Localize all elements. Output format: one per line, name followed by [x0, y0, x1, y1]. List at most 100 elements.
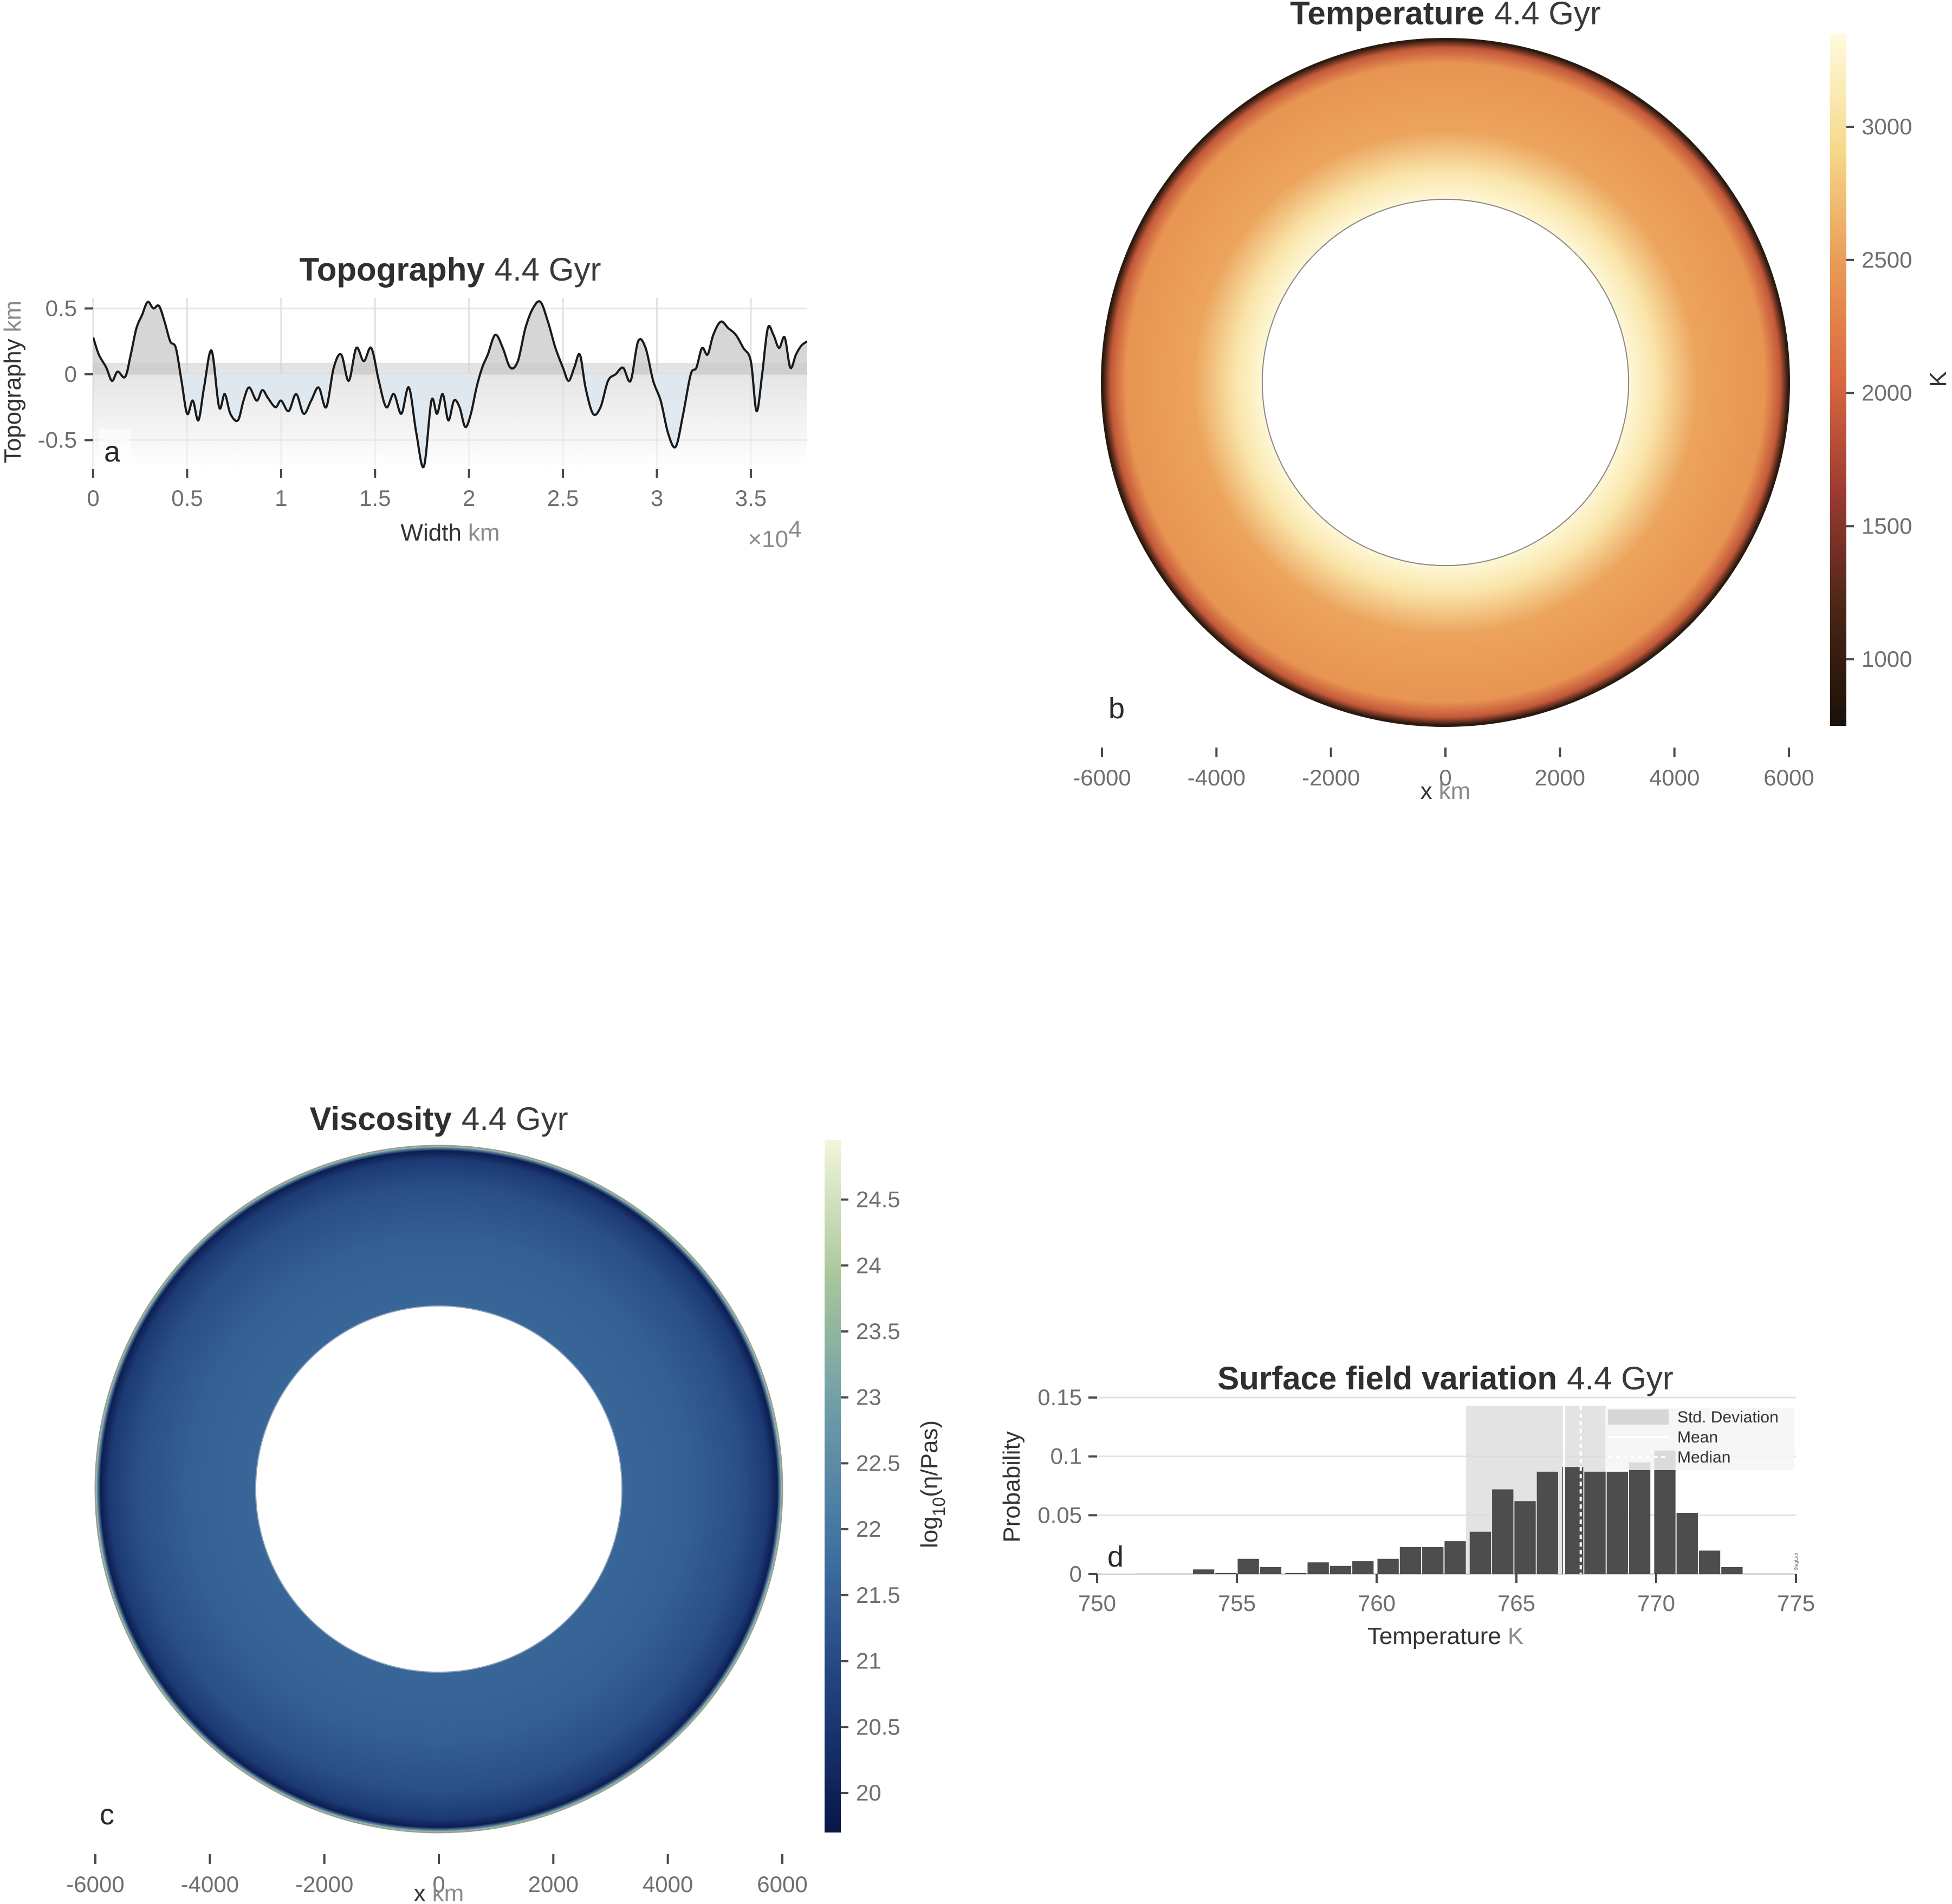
topography-negative-fill [93, 374, 807, 467]
legend-label-mean: Mean [1677, 1428, 1718, 1446]
panel-a-x-tick-label: 1.5 [359, 485, 391, 511]
panel-d-x-tick-label: 755 [1218, 1590, 1256, 1616]
legend-label-median: Median [1677, 1448, 1730, 1466]
panel-a-topography: Topography 4.4 Gyr 0 0.5 1 1.5 2 2.5 3 3.5-0.500… [0, 251, 807, 553]
panel-c-viscosity: Viscosity 4.4 Gyr -6000 -4000 -2000 0 2000 400… [66, 1101, 949, 1904]
histogram-bar [1330, 1565, 1352, 1574]
panel-d-xlabel: Temperature K [1367, 1623, 1523, 1649]
panel-d-ticks: 0 0.05 0.1 0.15 750 755 760 765 770 775 [1037, 1385, 1815, 1616]
histogram-bar [1721, 1567, 1743, 1574]
histogram-bar [1606, 1471, 1628, 1574]
histogram-bar [1514, 1501, 1536, 1574]
panel-a-x-tick-label: 2 [463, 485, 475, 511]
panel-a-ticks: 0 0.5 1 1.5 2 2.5 3 3.5 -0.5 0 0.5 [38, 295, 767, 511]
viscosity-core-boundary [255, 1305, 623, 1673]
panel-a-y-tick-label: -0.5 [38, 427, 77, 453]
histogram-bar [1352, 1561, 1374, 1574]
panel-a-x-tick-label: 3 [651, 485, 663, 511]
panel-b-label: b [1108, 692, 1125, 725]
panel-d-histogram: Surface field variation 4.4 Gyr 00.050.10… [998, 1360, 1815, 1649]
panel-d-x-tick-label: 760 [1358, 1590, 1396, 1616]
x-tick-label: 6000 [757, 1871, 807, 1897]
x-tick-label: 2000 [1535, 765, 1585, 790]
histogram-bar [1237, 1558, 1259, 1574]
panel-a-x-tick-label: 1 [275, 485, 287, 511]
panel-b-label-box [1103, 687, 1136, 725]
panel-d-watermark: StagLab [1793, 1552, 1799, 1571]
x-tick-label: -2000 [295, 1871, 353, 1897]
x-tick-label: -2000 [1302, 765, 1360, 790]
colorbar-tick-label: 1000 [1862, 646, 1912, 672]
colorbar-tick-label: 1500 [1862, 513, 1912, 538]
temperature-colorbar-label: K [1925, 371, 1951, 387]
panel-d-legend: Std. Deviation Mean Median [1605, 1408, 1794, 1470]
colorbar-tick-label: 23 [856, 1385, 881, 1410]
x-tick-label: 0 [1439, 765, 1451, 790]
histogram-bar [1285, 1572, 1307, 1574]
colorbar-tick-label: 20 [856, 1780, 881, 1805]
histogram-bar [1192, 1569, 1215, 1574]
panel-a-x-tick-label: 2.5 [547, 485, 579, 511]
panel-a-x-tick-label: 0 [87, 485, 99, 511]
viscosity-surface-boundary [94, 1145, 783, 1834]
panel-c-xlabel: x km [414, 1880, 464, 1904]
histogram-bar [1629, 1462, 1651, 1574]
panel-d-x-tick-label: 775 [1777, 1590, 1815, 1616]
histogram-bar [1399, 1547, 1422, 1574]
panel-d-y-tick-label: 0.15 [1037, 1385, 1082, 1410]
panel-d-ylabel: Probability [998, 1431, 1025, 1542]
x-tick-label: 4000 [1649, 765, 1700, 790]
panel-d-label: d [1107, 1541, 1124, 1573]
histogram-bar [1307, 1562, 1329, 1574]
colorbar-tick-label: 21 [856, 1648, 881, 1674]
colorbar-tick-label: 2000 [1862, 380, 1912, 406]
histogram-bar [1260, 1567, 1282, 1574]
panel-d-x-tick-label: 770 [1637, 1590, 1675, 1616]
panel-a-label-box [99, 429, 131, 467]
histogram-bar [1584, 1471, 1606, 1574]
panel-a-label: a [104, 436, 121, 468]
x-tick-label: 4000 [643, 1871, 693, 1897]
panel-d-title: Surface field variation 4.4 Gyr [1217, 1360, 1674, 1396]
temperature-colorbar-ticks: 1000 1500 2000 2500 3000 [1846, 114, 1912, 672]
panel-c-xaxis: -6000 -4000 -2000 0 2000 4000 6000 [66, 1854, 808, 1897]
colorbar-tick-label: 23.5 [856, 1318, 900, 1344]
panel-a-ylabel: Topographykm [0, 301, 26, 464]
colorbar-tick-label: 24 [856, 1252, 881, 1278]
histogram-bar [1215, 1572, 1237, 1574]
panel-c-label: c [100, 1798, 114, 1831]
histogram-bar [1377, 1558, 1399, 1574]
x-tick-label: -4000 [181, 1871, 239, 1897]
histogram-bar [1676, 1512, 1698, 1574]
histogram-bar [1698, 1550, 1721, 1574]
panel-d-x-tick-label: 750 [1078, 1590, 1116, 1616]
topography-positive-fill [93, 301, 807, 374]
panel-a-y-tick-label: 0 [64, 361, 77, 387]
colorbar-tick-label: 3000 [1862, 114, 1912, 139]
panel-a-xlabel: Width km [400, 519, 500, 546]
panel-a-x-tick-label: 3.5 [735, 485, 767, 511]
topography-series-line [93, 300, 807, 469]
colorbar-tick-label: 21.5 [856, 1582, 900, 1608]
panel-a-x-tick-label: 0.5 [171, 485, 203, 511]
panel-d-y-tick-label: 0.1 [1050, 1444, 1082, 1469]
temperature-core-boundary [1261, 198, 1630, 567]
colorbar-tick-label: 20.5 [856, 1714, 900, 1739]
x-tick-label: 6000 [1763, 765, 1814, 790]
panel-d-label-box [1103, 1536, 1136, 1574]
temperature-surface-boundary [1101, 38, 1790, 727]
viscosity-colorbar-ticks: 20 20.5 21 21.5 22 22.5 23 23.5 24 24.5 [841, 1187, 900, 1805]
colorbar-tick-label: 24.5 [856, 1187, 900, 1212]
colorbar-tick-label: 22 [856, 1516, 881, 1542]
viscosity-colorbar [825, 1140, 841, 1832]
histogram-bar [1422, 1547, 1444, 1574]
panel-b-xaxis: -6000 -4000 -2000 0 2000 4000 6000 [1073, 748, 1814, 790]
colorbar-tick-label: 2500 [1862, 247, 1912, 272]
panel-a-title: Topography 4.4 Gyr [300, 251, 601, 288]
panel-d-x-tick-label: 765 [1497, 1590, 1535, 1616]
histogram-bar [1469, 1531, 1491, 1574]
x-tick-label: -6000 [1073, 765, 1131, 790]
histogram-bar [1492, 1489, 1514, 1574]
temperature-colorbar [1830, 34, 1846, 726]
